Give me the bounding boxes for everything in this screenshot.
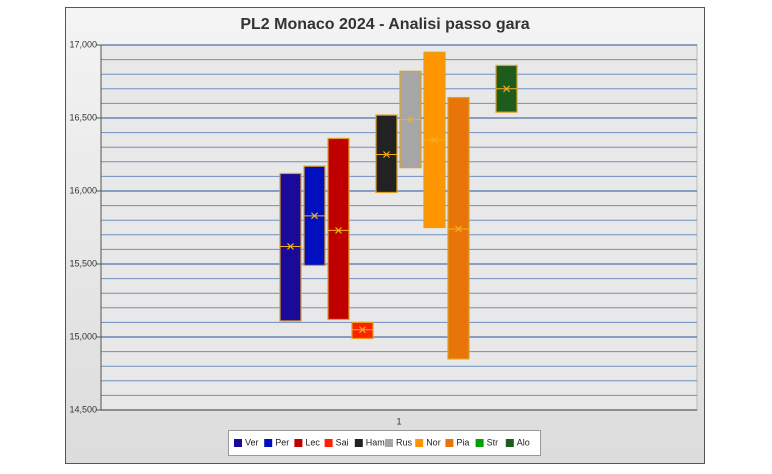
x-tick-label: 1 bbox=[396, 416, 401, 426]
legend-swatch bbox=[264, 439, 273, 447]
y-tick-label: 17,000 bbox=[69, 39, 97, 49]
range-bar bbox=[327, 137, 350, 321]
legend-label: Alo bbox=[517, 437, 530, 447]
y-tick-label: 15,500 bbox=[69, 258, 97, 268]
y-tick-label: 16,500 bbox=[69, 112, 97, 122]
y-tick-label: 14,500 bbox=[69, 404, 97, 414]
legend-swatch bbox=[324, 439, 333, 447]
mean-marker bbox=[407, 116, 414, 123]
legend-box bbox=[228, 430, 541, 456]
legend-swatch bbox=[234, 439, 242, 447]
legend-swatch bbox=[445, 439, 454, 447]
mean-marker bbox=[359, 326, 366, 334]
y-tick-label: 15,000 bbox=[69, 331, 97, 341]
legend-label: Ver bbox=[245, 437, 259, 447]
legend-label: Str bbox=[487, 437, 499, 447]
mean-marker bbox=[431, 136, 438, 144]
legend-swatch bbox=[385, 439, 393, 447]
legend-label: Nor bbox=[426, 437, 441, 447]
legend-label: Per bbox=[275, 437, 289, 447]
mean-marker bbox=[311, 212, 318, 220]
legend-swatch bbox=[505, 439, 514, 447]
mean-marker bbox=[503, 85, 510, 93]
y-tick-label: 16,000 bbox=[69, 185, 97, 195]
legend-label: Ham bbox=[366, 437, 385, 447]
legend-label: Pia bbox=[456, 437, 469, 447]
legend-label: Rus bbox=[396, 437, 413, 447]
mean-marker bbox=[455, 225, 462, 233]
mean-marker bbox=[335, 226, 342, 234]
legend-swatch bbox=[294, 439, 303, 447]
chart-title: PL2 Monaco 2024 - Analisi passo gara bbox=[240, 16, 529, 33]
plot-area bbox=[100, 44, 698, 411]
mean-marker bbox=[383, 151, 390, 158]
legend-swatch bbox=[475, 439, 484, 447]
legend-label: Lec bbox=[305, 437, 320, 447]
legend-swatch bbox=[415, 439, 424, 447]
legend-swatch bbox=[354, 439, 363, 447]
mean-marker bbox=[287, 243, 294, 250]
legend-label: Sai bbox=[336, 437, 349, 447]
